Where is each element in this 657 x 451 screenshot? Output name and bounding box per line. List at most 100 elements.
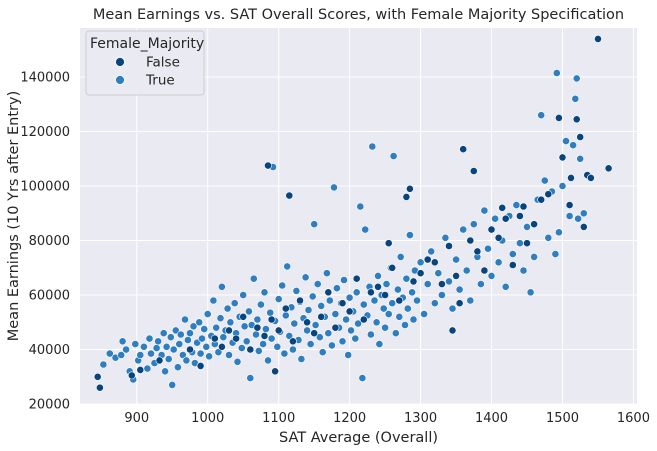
x-tick-label: 1100 [262, 411, 295, 426]
data-point-true [254, 346, 263, 355]
data-point-true [375, 340, 384, 348]
data-point-true [266, 308, 275, 317]
data-point-false [567, 173, 575, 182]
data-point-false [296, 296, 304, 305]
data-point-true [168, 380, 177, 389]
data-point-false [359, 315, 368, 324]
data-point-true [267, 334, 276, 343]
data-point-false [480, 266, 489, 275]
data-point-false [572, 115, 581, 124]
y-tick-label: 140000 [20, 71, 70, 86]
x-tick-label: 1200 [333, 411, 366, 426]
data-point-false [366, 288, 375, 297]
legend-label-false: False [146, 55, 180, 71]
data-point-true [413, 296, 421, 305]
data-point-false [127, 371, 136, 380]
data-point-false [594, 35, 602, 43]
data-point-true [230, 299, 239, 308]
data-point-true [278, 281, 287, 290]
data-point-true [233, 357, 242, 366]
data-point-false [416, 269, 425, 278]
data-point-true [552, 69, 561, 77]
data-point-true [484, 244, 492, 253]
data-point-true [249, 274, 258, 283]
data-point-true [574, 214, 582, 223]
data-point-true [315, 333, 324, 342]
x-tick-label: 1400 [475, 411, 508, 426]
data-point-true [176, 330, 185, 339]
data-point-true [494, 258, 503, 267]
data-points [93, 35, 613, 392]
data-point-true [161, 367, 169, 376]
x-tick-label: 1000 [191, 411, 224, 426]
y-tick-label: 100000 [20, 180, 70, 195]
data-point-true [366, 330, 375, 339]
data-point-true [562, 137, 570, 145]
data-point-true [159, 329, 168, 338]
x-tick-label: 1600 [617, 411, 650, 426]
y-axis-label: Mean Earnings (10 Yrs after Entry) [6, 91, 22, 342]
x-tick-label: 900 [124, 411, 149, 426]
data-point-false [93, 372, 102, 381]
legend: Female_Majority False True [85, 30, 205, 96]
data-point-true [448, 304, 457, 313]
data-point-true [246, 374, 255, 382]
data-point-true [352, 288, 361, 297]
data-point-true [209, 296, 218, 305]
data-point-false [508, 261, 517, 269]
data-point-false [288, 337, 297, 346]
legend-title: Female_Majority [90, 36, 204, 52]
data-point-true [530, 252, 538, 261]
data-point-true [242, 337, 251, 346]
data-point-false [409, 277, 418, 286]
legend-marker-true [115, 75, 125, 85]
data-point-true [331, 310, 340, 318]
data-point-true [203, 310, 212, 318]
y-axis-ticks: 20000 40000 60000 80000 100000 120000 140000 [20, 71, 70, 413]
data-point-true [537, 111, 546, 120]
data-point-false [310, 329, 319, 338]
data-point-false [281, 304, 290, 313]
data-point-true [555, 228, 563, 237]
data-point-true [131, 340, 140, 348]
data-point-true [405, 231, 414, 239]
data-point-false [430, 258, 439, 267]
data-point-true [330, 183, 338, 192]
data-point-true [283, 262, 292, 271]
data-point-false [338, 299, 347, 308]
data-point-true [200, 325, 209, 333]
data-point-true [147, 349, 155, 358]
data-point-true [145, 334, 154, 343]
data-point-true [441, 233, 450, 242]
data-point-true [423, 280, 432, 288]
data-point-true [491, 214, 499, 223]
data-point-false [217, 342, 226, 351]
data-point-true [310, 220, 319, 229]
data-point-true [476, 280, 485, 288]
data-point-true [117, 351, 126, 359]
data-point-true [318, 348, 327, 357]
data-point-true [122, 345, 130, 354]
legend-label-true: True [145, 73, 175, 89]
data-point-true [430, 299, 439, 308]
y-tick-label: 20000 [29, 398, 70, 413]
data-point-false [264, 161, 272, 170]
data-point-true [370, 296, 379, 305]
data-point-true [359, 300, 368, 309]
data-point-true [344, 351, 353, 359]
data-point-true [182, 356, 191, 365]
data-point-true [551, 250, 560, 258]
data-point-false [186, 345, 194, 354]
data-point-true [462, 266, 471, 275]
data-point-false [239, 312, 248, 321]
data-point-false [530, 220, 538, 229]
data-point-false [448, 326, 457, 335]
data-point-true [162, 342, 171, 351]
data-point-true [540, 176, 549, 185]
data-point-true [569, 141, 577, 150]
data-point-false [303, 318, 311, 327]
data-point-false [537, 195, 546, 204]
data-point-false [452, 271, 460, 280]
data-point-true [356, 202, 365, 211]
data-point-true [292, 286, 301, 295]
